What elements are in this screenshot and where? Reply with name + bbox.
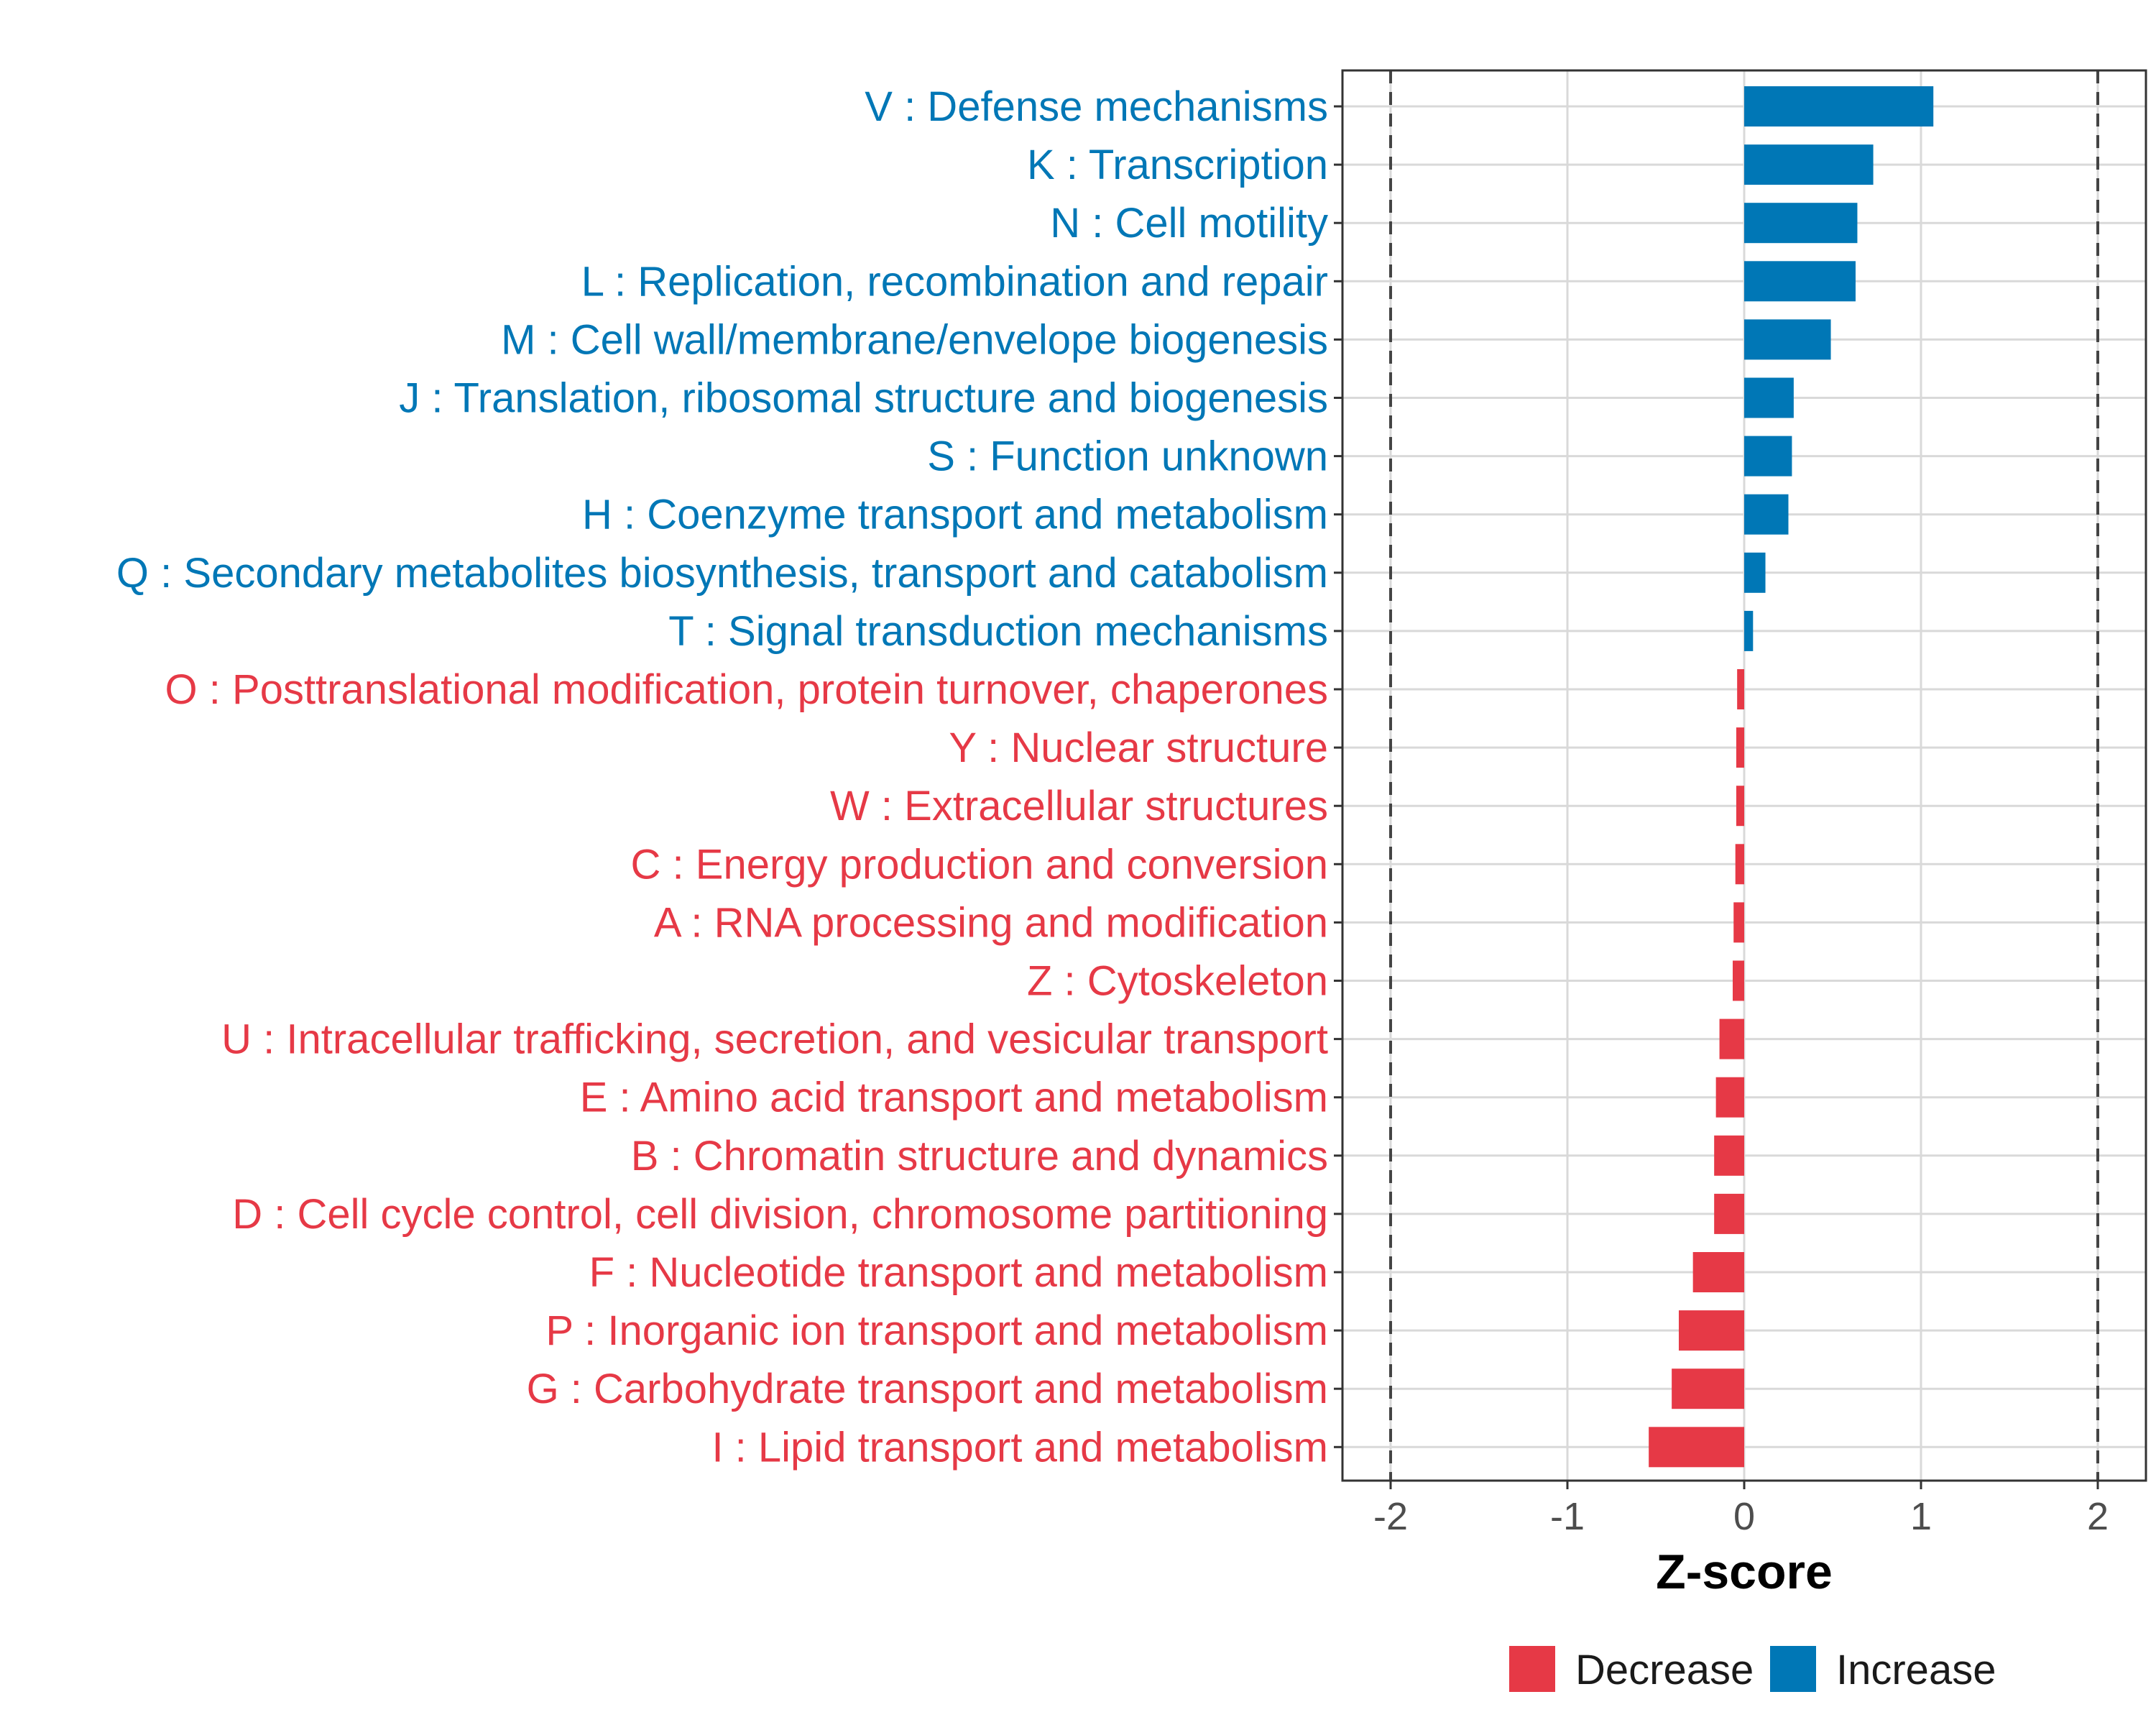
bar [1744,552,1766,593]
category-label: P : Inorganic ion transport and metaboli… [545,1307,1328,1354]
category-label: T : Signal transduction mechanisms [668,608,1328,655]
category-label: E : Amino acid transport and metabolism [580,1075,1328,1121]
x-tick-label: 0 [1733,1495,1755,1538]
category-label: I : Lipid transport and metabolism [711,1424,1328,1471]
bar [1714,1193,1744,1234]
category-label: W : Extracellular structures [830,783,1328,829]
category-label: S : Function unknown [927,433,1328,480]
category-label: C : Energy production and conversion [631,841,1328,888]
bar [1714,1135,1744,1176]
bar [1744,377,1794,418]
bar [1744,144,1874,185]
category-label: B : Chromatin structure and dynamics [631,1133,1328,1179]
bar [1678,1310,1744,1351]
category-label: Y : Nuclear structure [949,724,1328,771]
reference-lines [1389,70,2099,1481]
legend-label: Increase [1836,1647,1996,1693]
bar [1737,669,1744,709]
bar [1733,902,1744,943]
legend-key [1770,1646,1816,1692]
category-label: M : Cell wall/membrane/envelope biogenes… [501,316,1328,363]
bar [1715,1077,1744,1118]
bar [1735,844,1744,885]
bar [1672,1368,1744,1409]
category-label: K : Transcription [1027,142,1328,188]
x-tick-label: 1 [1910,1495,1932,1538]
bar [1649,1427,1744,1468]
bar [1744,436,1792,477]
x-axis-title: Z-score [1656,1545,1833,1599]
bar [1744,319,1831,360]
category-label: D : Cell cycle control, cell division, c… [232,1191,1328,1238]
x-tick-label: -2 [1373,1495,1408,1538]
bar [1744,203,1858,244]
bar [1719,1018,1744,1059]
bar [1736,786,1744,827]
bar [1692,1252,1744,1292]
bar [1744,86,1934,126]
category-label: V : Defense mechanisms [865,83,1328,130]
legend-key [1509,1646,1555,1692]
y-axis: V : Defense mechanisms K : Transcription N… [116,83,1342,1471]
category-label: L : Replication, recombination and repai… [581,258,1328,305]
category-label: Q : Secondary metabolites biosynthesis, … [116,550,1328,597]
category-label: N : Cell motility [1050,200,1328,247]
category-label: F : Nucleotide transport and metabolism [589,1249,1328,1296]
bar [1744,261,1856,302]
bar [1736,727,1744,768]
legend: Decrease Increase [1509,1646,1996,1693]
x-tick-label: 2 [2087,1495,2109,1538]
bar [1744,494,1789,535]
category-label: U : Intracellular trafficking, secretion… [221,1016,1328,1063]
bar [1733,960,1744,1001]
category-label: Z : Cytoskeleton [1027,958,1328,1005]
x-axis: -2 -1 0 1 2 [1373,1481,2109,1538]
category-label: J : Translation, ribosomal structure and… [399,375,1328,422]
x-tick-label: -1 [1550,1495,1585,1538]
bars [1649,86,1934,1468]
legend-label: Decrease [1575,1647,1754,1693]
category-label: A : RNA processing and modification [654,899,1328,946]
bar [1744,610,1754,651]
category-label: O : Posttranslational modification, prot… [165,666,1328,713]
category-label: H : Coenzyme transport and metabolism [582,492,1328,538]
category-label: G : Carbohydrate transport and metabolis… [527,1366,1328,1412]
